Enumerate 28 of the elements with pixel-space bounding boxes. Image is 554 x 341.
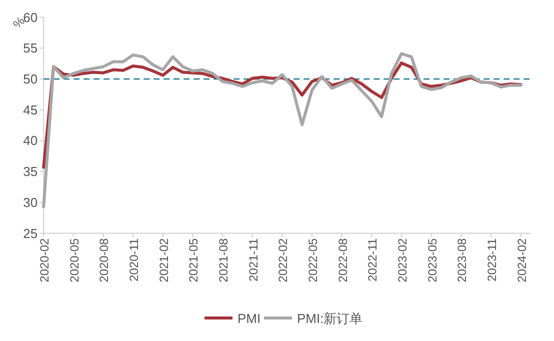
x-tick-label: 2023-05 <box>425 238 440 282</box>
y-tick-label: 30 <box>23 194 38 210</box>
y-tick-label: 60 <box>23 10 38 25</box>
legend-label: PMI <box>238 311 261 326</box>
x-tick-label: 2023-02 <box>395 238 410 282</box>
x-tick-label: 2024-02 <box>514 238 529 282</box>
x-tick-label: 2023-11 <box>484 238 499 282</box>
y-tick-label: 50 <box>23 72 38 87</box>
x-tick-label: 2022-02 <box>276 238 290 282</box>
x-tick-label: 2020-02 <box>38 238 52 282</box>
x-tick-label: 2021-02 <box>156 238 171 282</box>
x-tick-label: 2022-11 <box>366 238 380 282</box>
x-tick-label: 2022-08 <box>336 238 350 282</box>
x-tick-label: 2021-08 <box>216 238 231 282</box>
y-tick-label: 35 <box>23 164 38 180</box>
y-tick-label: 55 <box>23 40 38 56</box>
x-tick-label: 2020-05 <box>67 238 82 282</box>
legend-label: PMI:新订单 <box>297 311 363 326</box>
x-tick-label: 2023-08 <box>455 238 470 282</box>
y-tick-label: 40 <box>23 133 38 148</box>
x-tick-label: 2020-11 <box>127 238 142 282</box>
x-tick-label: 2020-08 <box>97 238 112 282</box>
line-series <box>42 52 522 208</box>
x-tick-label: 2021-11 <box>246 238 260 282</box>
x-tick-label: 2021-05 <box>186 238 201 282</box>
y-tick-label: 45 <box>23 102 38 118</box>
x-tick-label: 2022-05 <box>306 238 320 282</box>
y-tick-label: 25 <box>23 226 38 241</box>
